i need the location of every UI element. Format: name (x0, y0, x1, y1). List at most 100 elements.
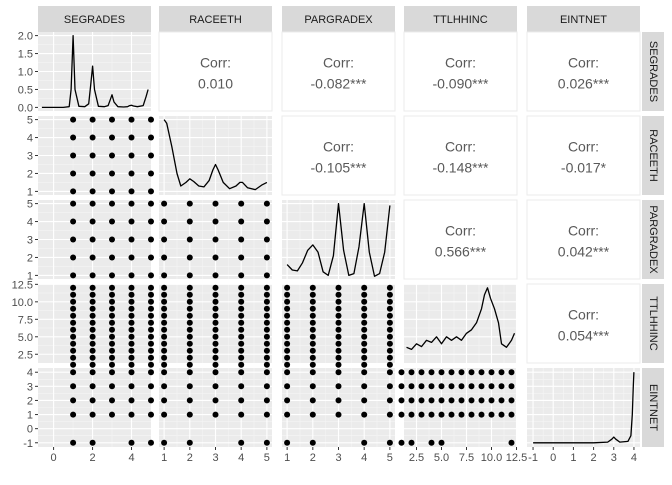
point-pargradex-segrades (128, 218, 135, 225)
point-ttlhhinc-pargradex (309, 284, 316, 291)
point-ttlhhinc-pargradex (361, 361, 368, 368)
x-tick-label-segrades: 4 (128, 452, 134, 464)
point-ttlhhinc-pargradex (335, 347, 342, 354)
corr-panel-raceeth-eintnet (526, 115, 641, 196)
point-eintnet-raceeth (212, 383, 219, 390)
point-ttlhhinc-pargradex (361, 354, 368, 361)
point-eintnet-raceeth (238, 411, 245, 418)
point-eintnet-ttlhhinc (468, 411, 475, 418)
point-raceeth-segrades (89, 134, 96, 141)
point-eintnet-ttlhhinc (488, 397, 495, 404)
point-ttlhhinc-segrades (109, 284, 115, 291)
point-raceeth-segrades (70, 170, 77, 177)
point-ttlhhinc-pargradex (309, 291, 316, 298)
point-eintnet-segrades (70, 439, 77, 446)
point-eintnet-ttlhhinc (508, 397, 515, 404)
y-tick-label-pargradex: 5 (27, 199, 33, 211)
corr-panel-raceeth-ttlhhinc (403, 115, 518, 196)
strip-top-segrades (38, 6, 151, 32)
corr-panel-raceeth-pargradex (281, 115, 396, 196)
point-eintnet-ttlhhinc (408, 369, 415, 376)
point-ttlhhinc-raceeth (186, 354, 193, 361)
point-eintnet-raceeth (186, 397, 193, 404)
point-eintnet-pargradex (386, 383, 393, 390)
point-eintnet-segrades (89, 383, 96, 390)
point-ttlhhinc-segrades (70, 291, 77, 298)
point-ttlhhinc-pargradex (309, 305, 316, 312)
point-pargradex-segrades (128, 254, 135, 261)
point-eintnet-ttlhhinc (458, 383, 465, 390)
strip-right-eintnet (642, 368, 664, 447)
point-ttlhhinc-raceeth (263, 291, 270, 298)
point-ttlhhinc-raceeth (212, 340, 219, 347)
strip-right-label-eintnet: EINTNET (647, 384, 659, 431)
point-ttlhhinc-segrades (109, 305, 115, 312)
x-tick-label-segrades: 0 (51, 452, 57, 464)
point-eintnet-pargradex (361, 369, 368, 376)
point-ttlhhinc-pargradex (335, 312, 342, 319)
point-pargradex-segrades (128, 236, 135, 243)
point-raceeth-segrades (128, 170, 135, 177)
point-ttlhhinc-raceeth (238, 326, 245, 333)
point-ttlhhinc-raceeth (263, 305, 270, 312)
point-eintnet-pargradex (386, 411, 393, 418)
point-ttlhhinc-segrades (89, 340, 96, 347)
point-eintnet-ttlhhinc (428, 369, 435, 376)
point-eintnet-segrades (109, 397, 115, 404)
point-eintnet-pargradex (309, 397, 316, 404)
point-ttlhhinc-segrades (148, 333, 154, 340)
corr-value-segrades-ttlhhinc: -0.090*** (432, 76, 489, 92)
point-ttlhhinc-raceeth (186, 319, 193, 326)
point-eintnet-raceeth (238, 369, 245, 376)
point-eintnet-segrades (148, 369, 154, 376)
point-eintnet-ttlhhinc (478, 397, 485, 404)
point-ttlhhinc-segrades (128, 340, 135, 347)
point-ttlhhinc-raceeth (161, 291, 168, 298)
point-raceeth-segrades (148, 134, 154, 141)
point-eintnet-ttlhhinc (498, 383, 505, 390)
point-pargradex-raceeth (161, 236, 168, 243)
strip-top-label-pargradex: PARGRADEX (304, 14, 373, 26)
point-ttlhhinc-segrades (70, 354, 77, 361)
point-eintnet-raceeth (161, 383, 168, 390)
point-ttlhhinc-pargradex (284, 291, 291, 298)
point-eintnet-pargradex (309, 411, 316, 418)
point-eintnet-pargradex (335, 383, 342, 390)
point-ttlhhinc-raceeth (161, 340, 168, 347)
point-pargradex-segrades (109, 272, 115, 279)
point-raceeth-segrades (128, 152, 135, 159)
point-ttlhhinc-raceeth (238, 298, 245, 305)
point-ttlhhinc-segrades (109, 312, 115, 319)
corr-panel-segrades-pargradex (281, 31, 396, 112)
point-ttlhhinc-raceeth (212, 312, 219, 319)
point-ttlhhinc-segrades (70, 284, 77, 291)
point-ttlhhinc-pargradex (386, 291, 393, 298)
point-ttlhhinc-raceeth (263, 312, 270, 319)
point-ttlhhinc-pargradex (284, 298, 291, 305)
y-tick-label-eintnet: -1 (23, 438, 33, 450)
point-pargradex-segrades (109, 200, 115, 207)
point-ttlhhinc-segrades (148, 354, 154, 361)
corr-label: Corr: (445, 55, 476, 71)
point-eintnet-ttlhhinc (488, 369, 495, 376)
x-tick-label-pargradex: 1 (284, 452, 290, 464)
point-eintnet-raceeth (263, 411, 270, 418)
point-ttlhhinc-segrades (109, 354, 115, 361)
point-raceeth-segrades (148, 170, 154, 177)
point-ttlhhinc-pargradex (361, 284, 368, 291)
point-ttlhhinc-segrades (89, 326, 96, 333)
point-pargradex-segrades (148, 236, 154, 243)
point-raceeth-segrades (128, 116, 135, 123)
point-eintnet-pargradex (309, 383, 316, 390)
y-tick-label-eintnet: 0 (27, 424, 33, 436)
point-ttlhhinc-raceeth (238, 340, 245, 347)
x-tick-label-eintnet: 1 (570, 452, 576, 464)
point-ttlhhinc-pargradex (335, 298, 342, 305)
density-panel-ttlhhinc-bg (404, 284, 517, 363)
point-raceeth-segrades (128, 188, 135, 195)
strip-top-pargradex (282, 6, 395, 32)
point-ttlhhinc-pargradex (361, 347, 368, 354)
point-eintnet-raceeth (186, 439, 193, 446)
point-ttlhhinc-segrades (89, 284, 96, 291)
corr-value-raceeth-ttlhhinc: -0.148*** (432, 160, 489, 176)
